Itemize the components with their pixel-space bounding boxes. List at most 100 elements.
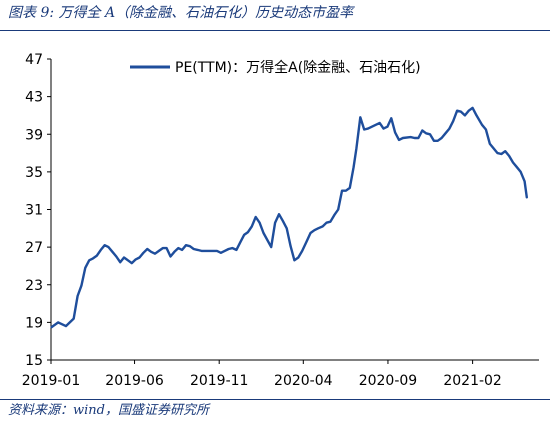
data-point [224,250,226,252]
data-point [468,110,470,112]
data-point [57,321,59,323]
data-point [177,247,179,249]
title-divider [0,30,550,31]
data-point [119,261,121,263]
data-point [239,241,241,243]
data-point [410,136,412,138]
data-point [231,247,234,249]
data-point [355,147,357,149]
data-point [185,244,187,246]
data-point [181,249,183,251]
data-point [508,155,510,157]
data-point [444,132,447,134]
data-point [456,110,458,112]
data-point [158,250,160,252]
series-layer [50,106,528,329]
y-tick-label: 23 [25,278,43,294]
data-point [359,116,361,118]
data-point [189,245,191,247]
data-point [220,252,222,254]
data-point [413,137,416,139]
data-point [367,128,369,130]
data-point [297,256,299,259]
y-tick-label: 39 [25,127,43,143]
data-point [255,216,257,218]
data-point [286,227,288,229]
data-point [65,325,67,327]
data-point [208,250,210,252]
data-point [341,190,343,192]
data-point [247,231,249,233]
data-point [166,247,168,249]
data-point [150,251,152,253]
data-point [282,220,284,222]
data-point [235,249,237,251]
data-point [243,234,245,236]
data-point [111,251,113,253]
data-point [200,250,203,252]
x-tick-label: 2019-11 [190,373,249,389]
data-point [333,214,335,216]
data-point [353,166,355,168]
data-point [325,222,328,224]
data-point [278,213,280,215]
data-point [274,222,276,224]
data-point [131,262,133,264]
data-point [135,258,137,260]
series-line [50,106,528,329]
x-tick-label: 2020-04 [274,373,333,389]
data-point [349,187,351,189]
data-point [402,137,404,139]
data-point [251,225,253,227]
data-point [417,137,419,139]
data-point [322,225,324,227]
data-point [489,143,491,145]
data-point [493,147,495,149]
data-point [313,229,315,231]
x-tick-label: 2019-06 [105,373,164,389]
data-point [485,128,487,131]
data-point [270,246,272,248]
data-point [259,222,261,224]
y-tick-label: 27 [25,240,43,256]
y-tick-label: 15 [25,353,43,369]
data-point [504,150,506,152]
data-point [452,120,454,122]
data-point [301,250,303,252]
data-point [228,248,230,250]
data-point [107,246,110,248]
data-point [100,249,102,251]
data-point [437,140,439,142]
source-note: 资料来源：wind，国盛证券研究所 [8,403,209,418]
data-point [123,256,125,259]
data-point [197,249,199,251]
x-tick-label: 2021-02 [443,373,502,389]
data-point [512,161,514,164]
data-point [526,196,528,198]
data-point [309,232,312,234]
data-point [475,114,478,116]
data-point [345,190,347,192]
data-point [496,152,499,154]
data-point [394,131,396,133]
data-point [115,255,117,258]
x-tick-label: 2019-01 [22,373,81,389]
data-point [96,255,98,257]
y-tick-label: 19 [25,315,43,331]
data-point [290,245,292,247]
data-point [390,117,392,119]
data-point [216,250,218,252]
data-point [212,250,214,252]
data-point [429,133,431,135]
data-point [306,240,308,243]
data-point [317,227,319,229]
data-point [398,139,400,141]
data-point [500,153,502,155]
x-axis-ticks: 2019-01 2019-06 2019-11 2020-04 2020-09 2021-… [22,360,502,389]
data-point [77,295,79,297]
data-point [481,124,483,126]
data-point [127,259,129,261]
data-point [146,248,148,250]
data-point [421,129,423,132]
data-point [154,253,156,255]
